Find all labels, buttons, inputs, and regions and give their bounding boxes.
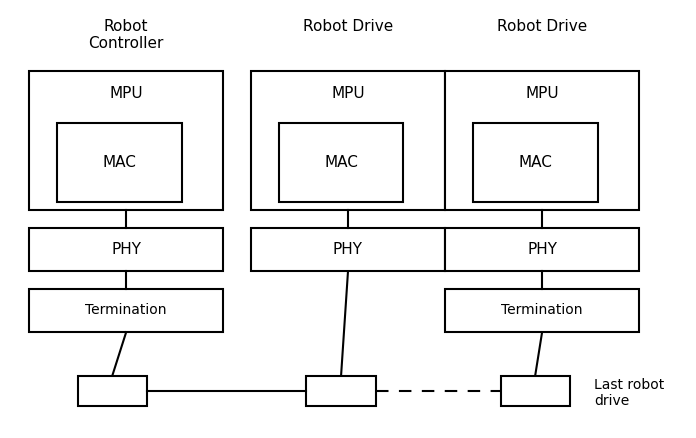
Text: MAC: MAC <box>324 155 358 170</box>
FancyBboxPatch shape <box>29 289 223 332</box>
Text: Last robot
drive: Last robot drive <box>594 378 665 408</box>
Text: PHY: PHY <box>333 242 363 257</box>
FancyBboxPatch shape <box>29 228 223 271</box>
Text: MPU: MPU <box>109 86 143 101</box>
FancyBboxPatch shape <box>445 228 639 271</box>
FancyBboxPatch shape <box>445 71 639 210</box>
Text: Robot
Controller: Robot Controller <box>88 19 164 51</box>
Text: Robot Drive: Robot Drive <box>497 19 587 34</box>
Text: MPU: MPU <box>525 86 559 101</box>
Text: MPU: MPU <box>331 86 365 101</box>
Text: Robot Drive: Robot Drive <box>303 19 393 34</box>
FancyBboxPatch shape <box>251 228 445 271</box>
Text: PHY: PHY <box>111 242 141 257</box>
FancyBboxPatch shape <box>78 376 147 406</box>
FancyBboxPatch shape <box>473 123 598 201</box>
Text: MAC: MAC <box>102 155 136 170</box>
Text: MAC: MAC <box>519 155 552 170</box>
FancyBboxPatch shape <box>29 71 223 210</box>
Text: Termination: Termination <box>501 304 583 318</box>
FancyBboxPatch shape <box>445 289 639 332</box>
FancyBboxPatch shape <box>251 71 445 210</box>
FancyBboxPatch shape <box>306 376 376 406</box>
FancyBboxPatch shape <box>500 376 570 406</box>
Text: Termination: Termination <box>86 304 167 318</box>
Text: PHY: PHY <box>527 242 557 257</box>
FancyBboxPatch shape <box>278 123 404 201</box>
FancyBboxPatch shape <box>57 123 182 201</box>
